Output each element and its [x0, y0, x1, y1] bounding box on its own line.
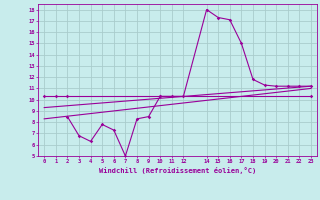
X-axis label: Windchill (Refroidissement éolien,°C): Windchill (Refroidissement éolien,°C)	[99, 167, 256, 174]
